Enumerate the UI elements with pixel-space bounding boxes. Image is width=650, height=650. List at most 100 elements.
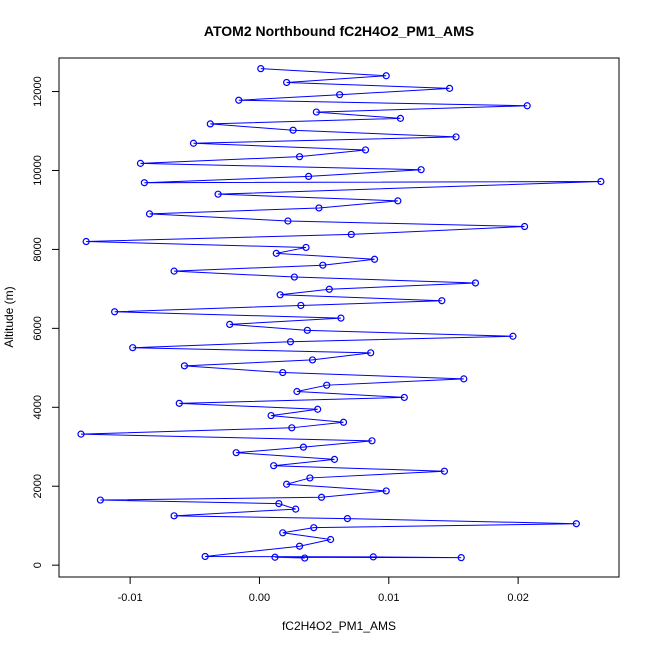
x-axis-label: fC2H4O2_PM1_AMS <box>282 619 396 633</box>
data-point <box>471 279 480 287</box>
y-tick-label: 4000 <box>32 395 44 419</box>
data-point <box>82 237 90 246</box>
x-tick-label: 0.02 <box>507 592 528 604</box>
data-point <box>370 255 379 263</box>
data-point <box>189 139 198 147</box>
data-point <box>520 222 529 231</box>
data-point <box>457 554 465 562</box>
data-point <box>136 159 145 167</box>
data-point <box>286 338 295 346</box>
data-point <box>303 326 311 334</box>
data-point <box>272 249 280 257</box>
data-point <box>299 443 308 451</box>
y-tick-label: 0 <box>32 562 44 568</box>
data-point <box>438 297 446 305</box>
data-point <box>145 210 154 218</box>
y-tick-label: 8000 <box>32 237 44 261</box>
data-point <box>297 301 305 310</box>
data-point <box>279 368 287 377</box>
data-point <box>201 552 209 561</box>
data-point <box>283 480 291 488</box>
data-point <box>396 114 405 122</box>
data-point <box>330 455 339 463</box>
data-point <box>284 217 292 225</box>
chart-title: ATOM2 Northbound fC2H4O2_PM1_AMS <box>204 23 474 39</box>
data-point <box>323 381 331 389</box>
data-point <box>382 487 390 495</box>
data-point <box>214 190 222 198</box>
data-point <box>271 553 279 561</box>
x-tick-label: 0.00 <box>249 592 270 604</box>
data-point <box>257 65 265 73</box>
data-point <box>267 411 275 420</box>
y-tick-label: 12000 <box>32 76 44 107</box>
data-point <box>77 430 85 438</box>
data-point <box>367 349 375 357</box>
data-point <box>170 512 178 520</box>
data-point <box>206 120 214 128</box>
data-point <box>270 462 278 470</box>
data-point <box>310 524 318 532</box>
data-point <box>305 172 313 181</box>
data-point <box>140 179 148 187</box>
data-point <box>597 177 605 186</box>
data-point <box>170 267 178 275</box>
data-point <box>295 153 304 161</box>
data-point <box>394 197 402 205</box>
data-point <box>175 399 183 407</box>
data-point <box>308 356 317 364</box>
data-point <box>96 496 104 504</box>
data-point <box>312 108 320 116</box>
data-point <box>317 493 326 501</box>
x-tick-label: -0.01 <box>118 592 143 604</box>
data-point <box>290 273 298 281</box>
data-point <box>337 314 345 322</box>
data-point <box>336 91 344 99</box>
series-line <box>80 68 601 559</box>
plot-frame <box>58 57 620 578</box>
data-point <box>292 505 300 513</box>
data-point <box>509 332 517 340</box>
data-point <box>235 96 243 104</box>
data-point <box>445 84 454 92</box>
data-point <box>315 204 323 212</box>
data-point <box>289 126 297 134</box>
y-tick-label: 2000 <box>32 474 44 498</box>
data-point <box>460 375 468 383</box>
x-axis: -0.01 0.00 0.01 0.02 <box>118 577 529 604</box>
data-point <box>301 554 309 562</box>
plot-area <box>77 65 605 562</box>
data-point <box>417 166 425 174</box>
data-point <box>288 424 296 432</box>
data-point <box>382 72 390 80</box>
data-point <box>293 387 301 396</box>
x-tick-label: 0.01 <box>378 592 399 604</box>
data-series <box>77 65 605 562</box>
data-point <box>369 553 377 561</box>
data-point <box>279 529 287 537</box>
data-point <box>314 405 322 413</box>
data-point <box>232 449 240 457</box>
data-point <box>129 344 137 352</box>
data-point <box>452 133 460 141</box>
data-point <box>319 261 327 269</box>
data-point <box>180 362 189 370</box>
y-tick-label: 6000 <box>32 316 44 340</box>
data-point <box>361 146 370 154</box>
data-point <box>226 320 234 329</box>
data-point <box>343 514 352 523</box>
y-axis-label: Altitude (m) <box>2 286 16 347</box>
data-point <box>306 474 314 482</box>
data-point <box>523 102 531 110</box>
y-axis: 0 2000 4000 6000 8000 10000 12000 <box>32 76 59 568</box>
data-point <box>325 285 333 293</box>
data-point <box>302 243 310 252</box>
data-point <box>283 78 291 87</box>
data-point <box>368 437 376 445</box>
y-tick-label: 10000 <box>32 155 44 186</box>
data-point <box>295 542 304 550</box>
data-point <box>347 230 355 239</box>
data-point <box>572 520 580 528</box>
data-point <box>275 499 283 508</box>
